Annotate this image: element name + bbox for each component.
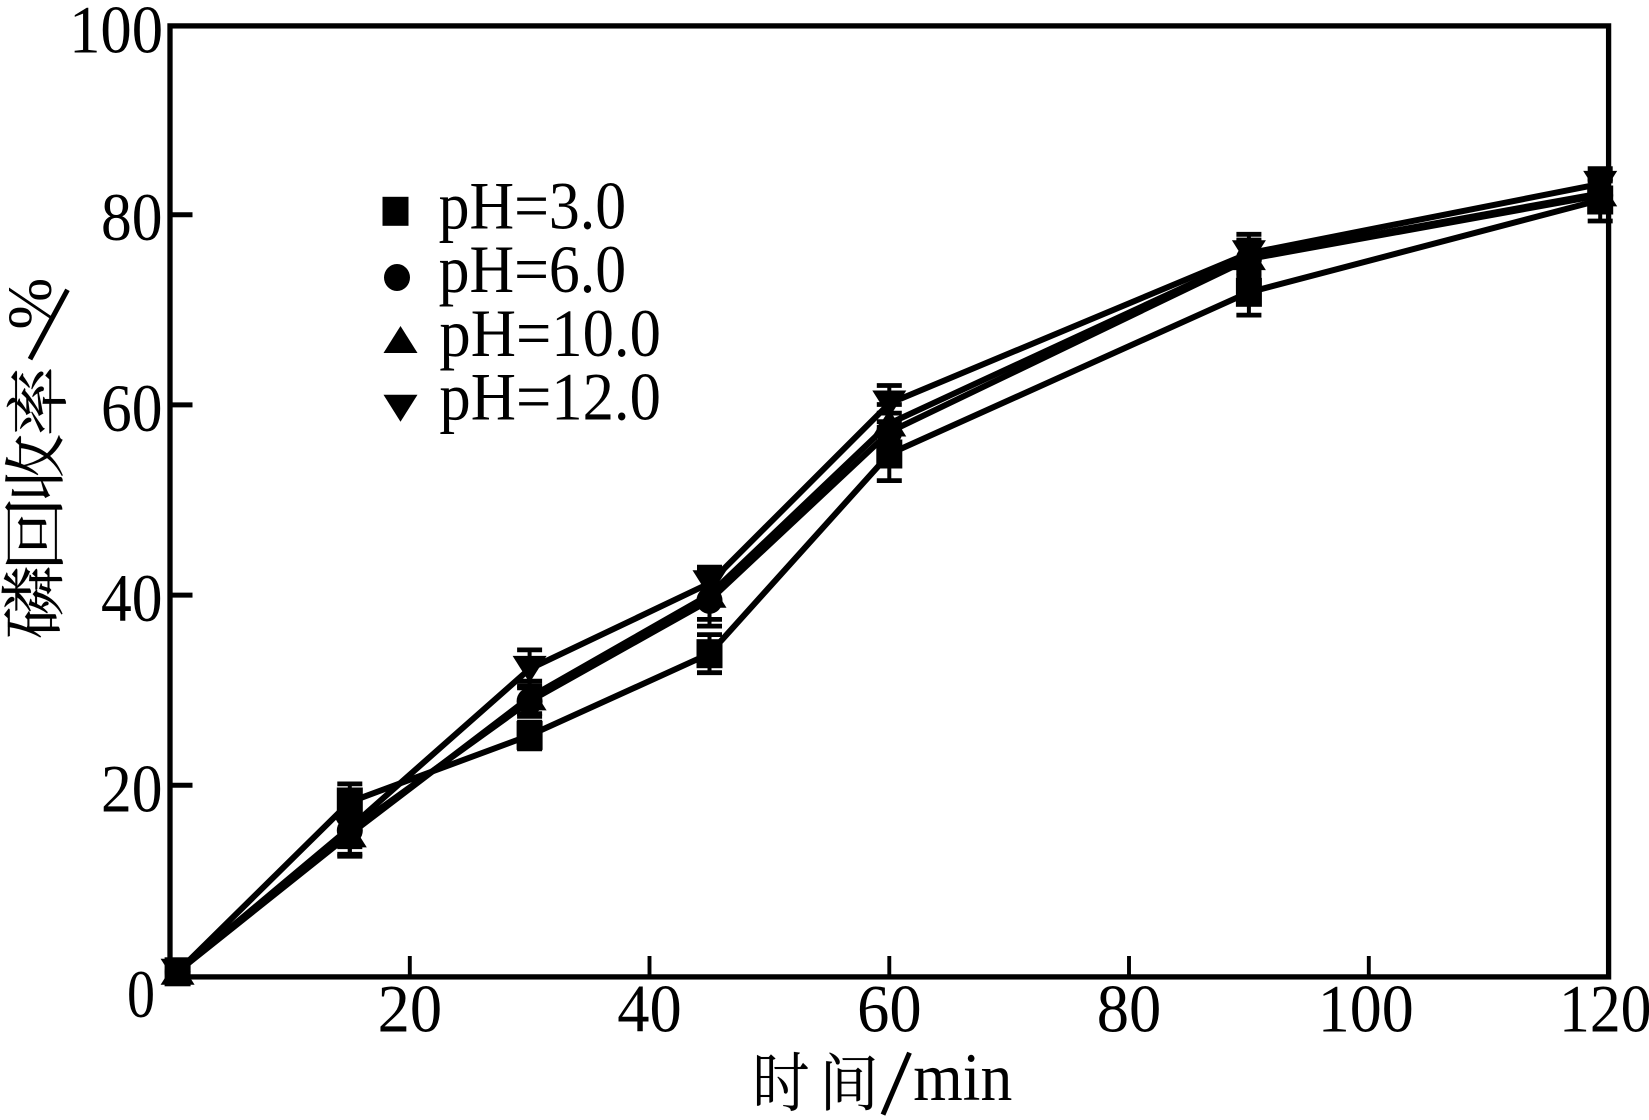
svg-text:20: 20 bbox=[101, 750, 163, 826]
svg-text:40: 40 bbox=[617, 971, 682, 1047]
svg-text:40: 40 bbox=[101, 560, 163, 636]
svg-text:pH=6.0: pH=6.0 bbox=[439, 231, 626, 307]
svg-text:60: 60 bbox=[857, 971, 922, 1047]
svg-text:pH=10.0: pH=10.0 bbox=[439, 295, 661, 371]
svg-text:60: 60 bbox=[101, 370, 163, 446]
svg-text:120: 120 bbox=[1559, 971, 1649, 1047]
svg-text:0: 0 bbox=[127, 956, 155, 1032]
svg-text:20: 20 bbox=[378, 971, 443, 1047]
svg-text:80: 80 bbox=[101, 179, 163, 255]
svg-text:100: 100 bbox=[69, 0, 163, 67]
svg-text:min: min bbox=[913, 1039, 1012, 1115]
svg-text:pH=3.0: pH=3.0 bbox=[439, 167, 626, 243]
svg-text:%: % bbox=[0, 278, 65, 330]
svg-text:pH=12.0: pH=12.0 bbox=[439, 359, 661, 435]
svg-text:100: 100 bbox=[1318, 971, 1414, 1047]
svg-text:80: 80 bbox=[1097, 971, 1162, 1047]
